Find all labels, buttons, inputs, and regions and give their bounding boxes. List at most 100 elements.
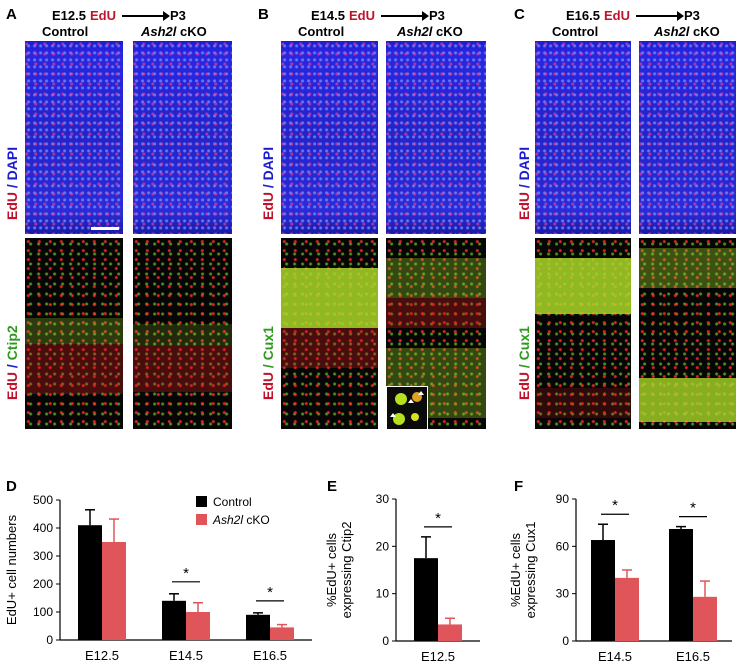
panel-c-bottom-stain-green: Cux1: [516, 326, 532, 361]
panel-a-arrow: [121, 10, 170, 21]
y-tick-label: 300: [33, 549, 53, 563]
panel-a-cko-edu-dapi-image: [133, 41, 232, 234]
chart-d: 0 100 200 300 400 500 EdU+ cell numbers E12.5 E1…: [4, 493, 312, 663]
panel-c-bottom-stain-sep: /: [516, 360, 532, 372]
y-axis-label: EdU+ cell numbers: [4, 514, 19, 625]
panel-b-cko-edu-dapi-image: [386, 41, 486, 234]
panel-c-cko-label: Ash2l cKO: [654, 24, 720, 39]
bar: [270, 627, 294, 640]
panel-a-stage: E12.5: [52, 8, 86, 23]
panel-a-top-stain: EdU / DAPI: [4, 147, 20, 220]
x-tick-label: E12.5: [85, 648, 119, 663]
panel-b-timeline: E14.5 EdU P3: [311, 8, 445, 23]
bar: [414, 558, 438, 641]
panel-a-bottom-stain: EdU / Ctip2: [4, 325, 20, 400]
panel-c-bottom-stain-red: EdU: [516, 372, 532, 400]
panel-b-top-stain: EdU / DAPI: [260, 147, 276, 220]
panel-b-tracer: EdU: [348, 8, 375, 23]
panel-letter-c: C: [514, 6, 525, 23]
bar: [438, 624, 462, 641]
y-tick-label: 30: [376, 492, 390, 506]
panel-b-cko-label: Ash2l cKO: [397, 24, 463, 39]
y-tick-label: 90: [556, 492, 570, 506]
panel-a-bottom-stain-sep: /: [4, 360, 20, 372]
panel-letter-d: D: [6, 478, 17, 495]
bar: [591, 540, 615, 641]
significance-star: *: [267, 584, 273, 601]
panel-a-bottom-stain-red: EdU: [4, 372, 20, 400]
significance-star: *: [435, 510, 441, 527]
panel-a-timeline: E12.5 EdU P3: [52, 8, 186, 23]
panel-c-stage: E16.5: [566, 8, 600, 23]
bar: [246, 614, 270, 640]
bar: [693, 596, 717, 641]
x-tick-label: E16.5: [253, 648, 287, 663]
bar: [669, 528, 693, 641]
y-tick-label: 0: [562, 634, 569, 648]
panel-a-top-stain-red: EdU: [4, 192, 20, 220]
y-axis-label: expressing Ctip2: [339, 522, 354, 619]
panel-b-bottom-stain-sep: /: [260, 360, 276, 372]
y-tick-label: 30: [556, 587, 570, 601]
panel-c-control-edu-dapi-image: [535, 41, 631, 234]
panel-b-control-edu-cux1-image: [281, 238, 378, 429]
y-axis-label: %EdU+ cells: [508, 532, 523, 607]
panel-b-bottom-stain-red: EdU: [260, 372, 276, 400]
legend-swatch-cko: [196, 514, 207, 525]
panel-b-cko-inset: [386, 386, 428, 429]
panel-b-cko-edu-cux1-image: [386, 238, 486, 429]
panel-letter-e: E: [327, 478, 338, 495]
x-tick-label: E16.5: [676, 649, 710, 664]
panel-a-control-edu-dapi-image: [25, 41, 123, 234]
panel-c-cko-edu-cux1-image: [639, 238, 736, 429]
y-tick-label: 200: [33, 577, 53, 591]
panel-b-top-stain-red: EdU: [260, 192, 276, 220]
panel-b-top-stain-sep: /: [260, 180, 276, 192]
panel-letter-a: A: [6, 6, 17, 23]
y-axis-label: expressing Cux1: [523, 522, 538, 619]
panel-c-arrow: [635, 10, 684, 21]
y-tick-label: 100: [33, 605, 53, 619]
inset-cells: [390, 391, 424, 425]
panel-c-endpoint: P3: [683, 8, 700, 23]
panel-b-endpoint: P3: [428, 8, 445, 23]
panel-c-timeline: E16.5 EdU P3: [566, 8, 700, 23]
panel-a-cko-suffix: cKO: [176, 24, 207, 39]
panel-b-top-stain-blue: DAPI: [260, 146, 276, 181]
panel-a-control-edu-ctip2-image: [25, 238, 123, 429]
panel-a-cko-gene: Ash2l: [141, 24, 177, 39]
panel-a-top-stain-sep: /: [4, 180, 20, 192]
bar: [78, 525, 102, 640]
chart-f: 0 30 60 90 %EdU+ cells expressing Cux1 E14.5 * E…: [508, 492, 732, 664]
y-tick-label: 0: [46, 633, 53, 647]
y-axis-label: %EdU+ cells: [324, 532, 339, 607]
bar: [186, 612, 210, 640]
panel-b-control-label: Control: [298, 24, 345, 39]
panel-c-top-stain-red: EdU: [516, 192, 532, 220]
panel-a-endpoint: P3: [169, 8, 186, 23]
legend-label-cko-gene: Ash2l: [212, 513, 243, 527]
panel-c-top-stain: EdU / DAPI: [516, 147, 532, 220]
panel-c-tracer: EdU: [603, 8, 630, 23]
legend-label-control: Control: [213, 495, 252, 509]
panel-c-cko-suffix: cKO: [689, 24, 720, 39]
panel-a-cko-edu-ctip2-image: [133, 238, 232, 429]
significance-star: *: [612, 497, 618, 514]
y-tick-label: 20: [376, 539, 390, 553]
panel-b-arrow: [380, 10, 429, 21]
y-tick-label: 10: [376, 587, 390, 601]
x-tick-label: E12.5: [421, 649, 455, 664]
panel-a-bottom-stain-green: Ctip2: [4, 325, 20, 361]
significance-star: *: [690, 500, 696, 517]
significance-star: *: [183, 565, 189, 582]
panel-b-cko-suffix: cKO: [432, 24, 463, 39]
panel-letter-b: B: [258, 6, 269, 23]
legend-swatch-control: [196, 496, 207, 507]
y-tick-label: 500: [33, 493, 53, 507]
panel-b-cko-gene: Ash2l: [397, 24, 433, 39]
panel-a-top-stain-blue: DAPI: [4, 146, 20, 181]
panel-c-top-stain-blue: DAPI: [516, 146, 532, 181]
bar: [102, 542, 126, 640]
panel-c-cko-gene: Ash2l: [654, 24, 690, 39]
x-tick-label: E14.5: [169, 648, 203, 663]
